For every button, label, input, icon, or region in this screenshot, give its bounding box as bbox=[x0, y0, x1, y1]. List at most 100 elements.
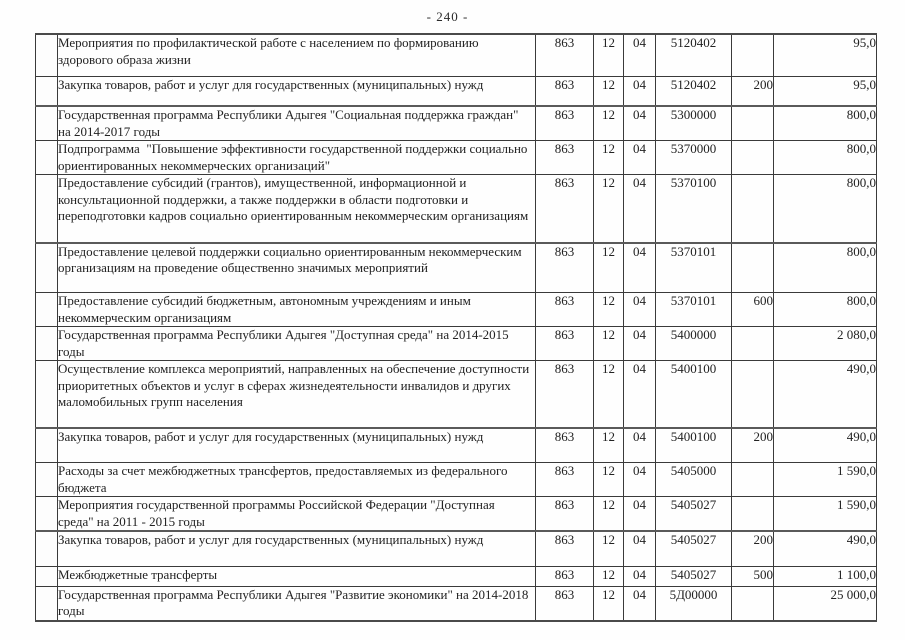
amount-cell: 25 000,0 bbox=[773, 585, 877, 622]
subsection-code-cell: 04 bbox=[623, 174, 656, 243]
section-code-cell: 12 bbox=[593, 33, 624, 77]
subsection-code-cell: 04 bbox=[623, 565, 656, 587]
subsection-code-cell: 04 bbox=[623, 140, 656, 175]
subsection-code-cell: 04 bbox=[623, 496, 656, 532]
grbs-code-cell: 863 bbox=[535, 326, 594, 361]
expense-type-code-cell bbox=[731, 462, 774, 497]
section-code-cell: 12 bbox=[593, 565, 624, 587]
section-code-cell: 12 bbox=[593, 241, 624, 293]
expense-name-cell: Закупка товаров, работ и услуг для госуд… bbox=[57, 426, 536, 463]
expense-name-cell: Государственная программа Республики Ады… bbox=[57, 326, 536, 361]
target-article-code-cell: 5405027 bbox=[655, 565, 732, 587]
expense-type-code-cell bbox=[731, 241, 774, 293]
row-marker-cell bbox=[35, 585, 58, 622]
row-marker-cell bbox=[35, 462, 58, 497]
amount-cell: 1 590,0 bbox=[773, 462, 877, 497]
target-article-code-cell: 5Д00000 bbox=[655, 585, 732, 622]
expense-name-cell: Осуществление комплекса мероприятий, нап… bbox=[57, 360, 536, 428]
amount-cell: 95,0 bbox=[773, 33, 877, 77]
amount-cell: 800,0 bbox=[773, 105, 877, 141]
table-row: Государственная программа Республики Ады… bbox=[35, 326, 877, 361]
grbs-code-cell: 863 bbox=[535, 292, 594, 327]
amount-cell: 800,0 bbox=[773, 292, 877, 327]
target-article-code-cell: 5400000 bbox=[655, 326, 732, 361]
row-marker-cell bbox=[35, 174, 58, 243]
subsection-code-cell: 04 bbox=[623, 462, 656, 497]
section-code-cell: 12 bbox=[593, 585, 624, 622]
subsection-code-cell: 04 bbox=[623, 33, 656, 77]
target-article-code-cell: 5370000 bbox=[655, 140, 732, 175]
table-row: Осуществление комплекса мероприятий, нап… bbox=[35, 360, 877, 428]
amount-cell: 800,0 bbox=[773, 241, 877, 293]
target-article-code-cell: 5405027 bbox=[655, 530, 732, 567]
table-row: Государственная программа Республики Ады… bbox=[35, 105, 877, 141]
grbs-code-cell: 863 bbox=[535, 585, 594, 622]
section-code-cell: 12 bbox=[593, 105, 624, 141]
grbs-code-cell: 863 bbox=[535, 462, 594, 497]
amount-cell: 490,0 bbox=[773, 426, 877, 463]
expense-name-cell: Подпрограмма "Повышение эффективности го… bbox=[57, 140, 536, 175]
expense-type-code-cell: 500 bbox=[731, 565, 774, 587]
amount-cell: 2 080,0 bbox=[773, 326, 877, 361]
amount-cell: 800,0 bbox=[773, 140, 877, 175]
grbs-code-cell: 863 bbox=[535, 496, 594, 532]
row-marker-cell bbox=[35, 496, 58, 532]
target-article-code-cell: 5120402 bbox=[655, 75, 732, 107]
amount-cell: 95,0 bbox=[773, 75, 877, 107]
target-article-code-cell: 5405027 bbox=[655, 496, 732, 532]
amount-cell: 490,0 bbox=[773, 360, 877, 428]
grbs-code-cell: 863 bbox=[535, 105, 594, 141]
expense-type-code-cell: 600 bbox=[731, 292, 774, 327]
expense-name-cell: Мероприятия государственной программы Ро… bbox=[57, 496, 536, 532]
section-code-cell: 12 bbox=[593, 360, 624, 428]
subsection-code-cell: 04 bbox=[623, 530, 656, 567]
subsection-code-cell: 04 bbox=[623, 426, 656, 463]
expense-name-cell: Мероприятия по профилактической работе с… bbox=[57, 33, 536, 77]
subsection-code-cell: 04 bbox=[623, 292, 656, 327]
section-code-cell: 12 bbox=[593, 530, 624, 567]
row-marker-cell bbox=[35, 360, 58, 428]
subsection-code-cell: 04 bbox=[623, 241, 656, 293]
grbs-code-cell: 863 bbox=[535, 530, 594, 567]
expense-name-cell: Расходы за счет межбюджетных трансфертов… bbox=[57, 462, 536, 497]
row-marker-cell bbox=[35, 33, 58, 77]
grbs-code-cell: 863 bbox=[535, 33, 594, 77]
target-article-code-cell: 5300000 bbox=[655, 105, 732, 141]
expense-name-cell: Предоставление субсидий (грантов), имуще… bbox=[57, 174, 536, 243]
grbs-code-cell: 863 bbox=[535, 426, 594, 463]
grbs-code-cell: 863 bbox=[535, 75, 594, 107]
expense-type-code-cell: 200 bbox=[731, 426, 774, 463]
expense-name-cell: Государственная программа Республики Ады… bbox=[57, 105, 536, 141]
grbs-code-cell: 863 bbox=[535, 140, 594, 175]
row-marker-cell bbox=[35, 530, 58, 567]
subsection-code-cell: 04 bbox=[623, 360, 656, 428]
subsection-code-cell: 04 bbox=[623, 585, 656, 622]
section-code-cell: 12 bbox=[593, 496, 624, 532]
grbs-code-cell: 863 bbox=[535, 241, 594, 293]
expense-type-code-cell bbox=[731, 140, 774, 175]
target-article-code-cell: 5405000 bbox=[655, 462, 732, 497]
expense-name-cell: Предоставление целевой поддержки социаль… bbox=[57, 241, 536, 293]
table-row: Межбюджетные трансферты 863 12 04 540502… bbox=[35, 565, 877, 587]
table-row: Мероприятия по профилактической работе с… bbox=[35, 33, 877, 77]
table-row: Предоставление субсидий (грантов), имуще… bbox=[35, 174, 877, 243]
row-marker-cell bbox=[35, 241, 58, 293]
row-marker-cell bbox=[35, 326, 58, 361]
subsection-code-cell: 04 bbox=[623, 105, 656, 141]
budget-expenditures-table: Мероприятия по профилактической работе с… bbox=[35, 33, 877, 622]
expense-name-cell: Государственная программа Республики Ады… bbox=[57, 585, 536, 622]
expense-name-cell: Межбюджетные трансферты bbox=[57, 565, 536, 587]
subsection-code-cell: 04 bbox=[623, 326, 656, 361]
amount-cell: 1 590,0 bbox=[773, 496, 877, 532]
amount-cell: 800,0 bbox=[773, 174, 877, 243]
subsection-code-cell: 04 bbox=[623, 75, 656, 107]
row-marker-cell bbox=[35, 426, 58, 463]
target-article-code-cell: 5400100 bbox=[655, 426, 732, 463]
expense-type-code-cell bbox=[731, 174, 774, 243]
section-code-cell: 12 bbox=[593, 140, 624, 175]
expense-type-code-cell: 200 bbox=[731, 530, 774, 567]
row-marker-cell bbox=[35, 565, 58, 587]
expense-type-code-cell bbox=[731, 326, 774, 361]
target-article-code-cell: 5370100 bbox=[655, 174, 732, 243]
